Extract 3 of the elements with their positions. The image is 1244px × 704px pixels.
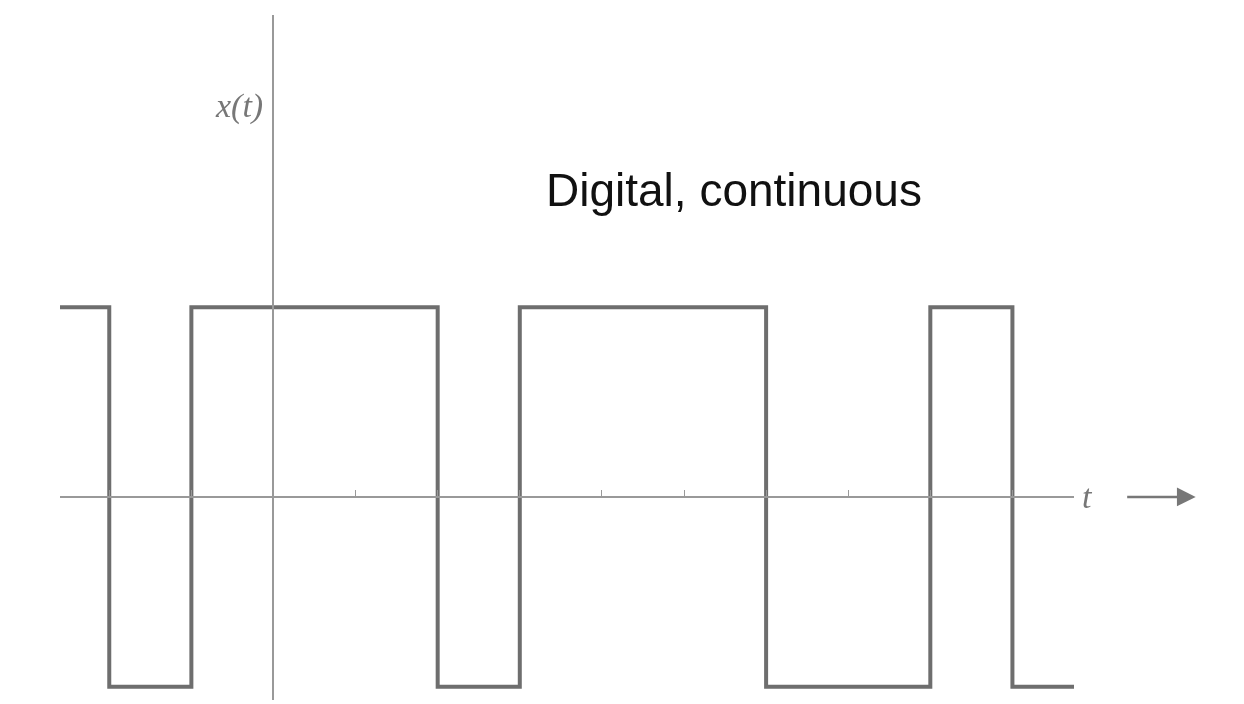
x-axis-title: t <box>1082 478 1093 515</box>
text: x(t) <box>215 87 264 125</box>
chart-title: Digital, continuous <box>546 164 922 217</box>
